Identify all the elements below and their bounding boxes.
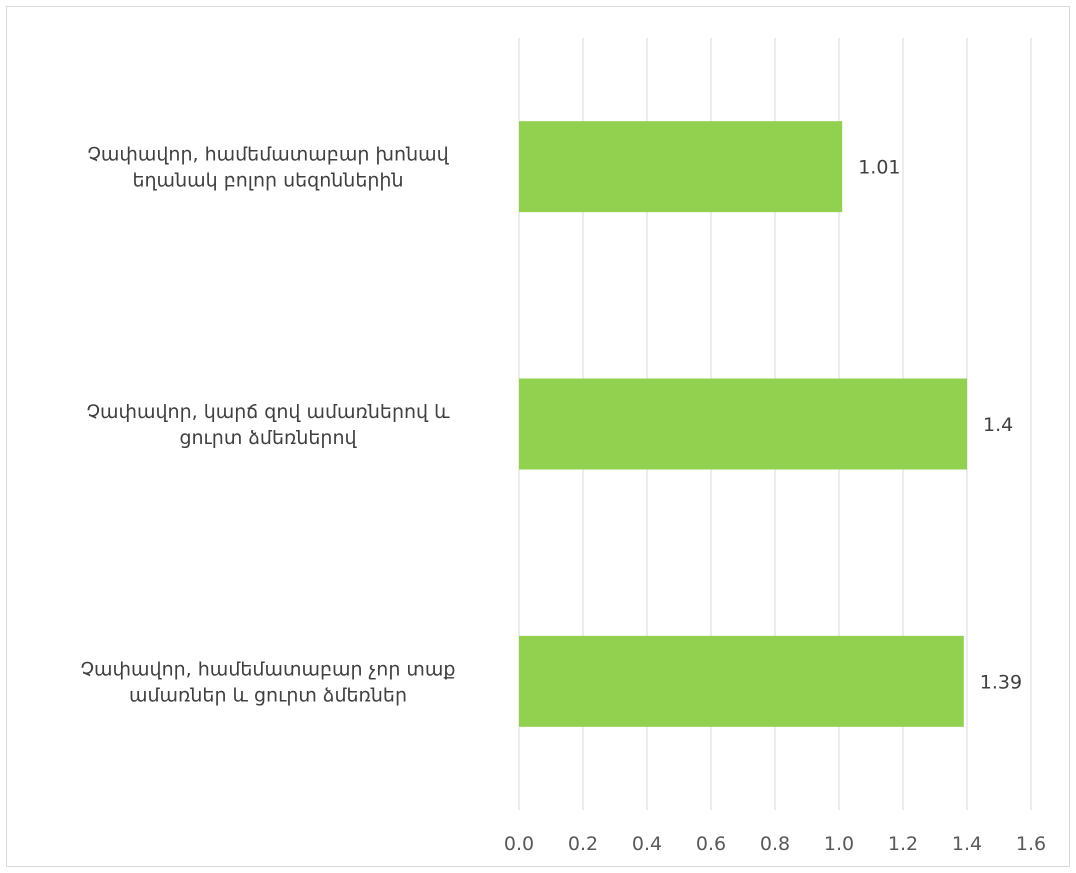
category-label: Չափավոր, համեմատաբար խոնավ եղանակ բոլոր ս… <box>87 144 449 192</box>
x-tick-label: 0.6 <box>696 833 726 855</box>
bar <box>519 378 967 470</box>
category-label: Չափավոր, համեմատաբար չոր տաք ամառներ և ցո… <box>81 658 456 706</box>
x-tick-label: 0.4 <box>632 833 662 855</box>
x-tick-label: 0.2 <box>568 833 598 855</box>
value-label: 1.4 <box>983 414 1013 436</box>
bars <box>519 121 967 727</box>
category-label-line: ամառներ և ցուրտ ձմեռներ <box>129 684 407 706</box>
x-tick-label: 0.8 <box>760 833 790 855</box>
category-label-line: Չափավոր, կարճ զով ամառներով և <box>86 401 450 423</box>
category-label-line: ցուրտ ձմեռներով <box>179 427 357 449</box>
x-tick-label: 1.2 <box>888 833 918 855</box>
category-labels: Չափավոր, համեմատաբար խոնավ եղանակ բոլոր ս… <box>81 144 456 707</box>
category-label-line: եղանակ բոլոր սեզոններին <box>132 170 403 192</box>
category-label-line: Չափավոր, համեմատաբար խոնավ <box>87 144 449 166</box>
data-labels: 1.01 1.4 1.39 <box>858 157 1022 694</box>
x-axis-ticks: 0.0 0.2 0.4 0.6 0.8 1.0 1.2 1.4 1.6 <box>504 833 1046 855</box>
bar <box>519 635 964 727</box>
category-label-line: Չափավոր, համեմատաբար չոր տաք <box>81 658 456 680</box>
value-label: 1.01 <box>858 157 900 179</box>
x-tick-label: 1.6 <box>1016 833 1046 855</box>
value-label: 1.39 <box>980 671 1022 693</box>
x-tick-label: 0.0 <box>504 833 534 855</box>
bar <box>519 121 843 213</box>
category-label: Չափավոր, կարճ զով ամառներով և ցուրտ ձմեռն… <box>86 401 450 449</box>
x-tick-label: 1.0 <box>824 833 854 855</box>
x-tick-label: 1.4 <box>952 833 982 855</box>
